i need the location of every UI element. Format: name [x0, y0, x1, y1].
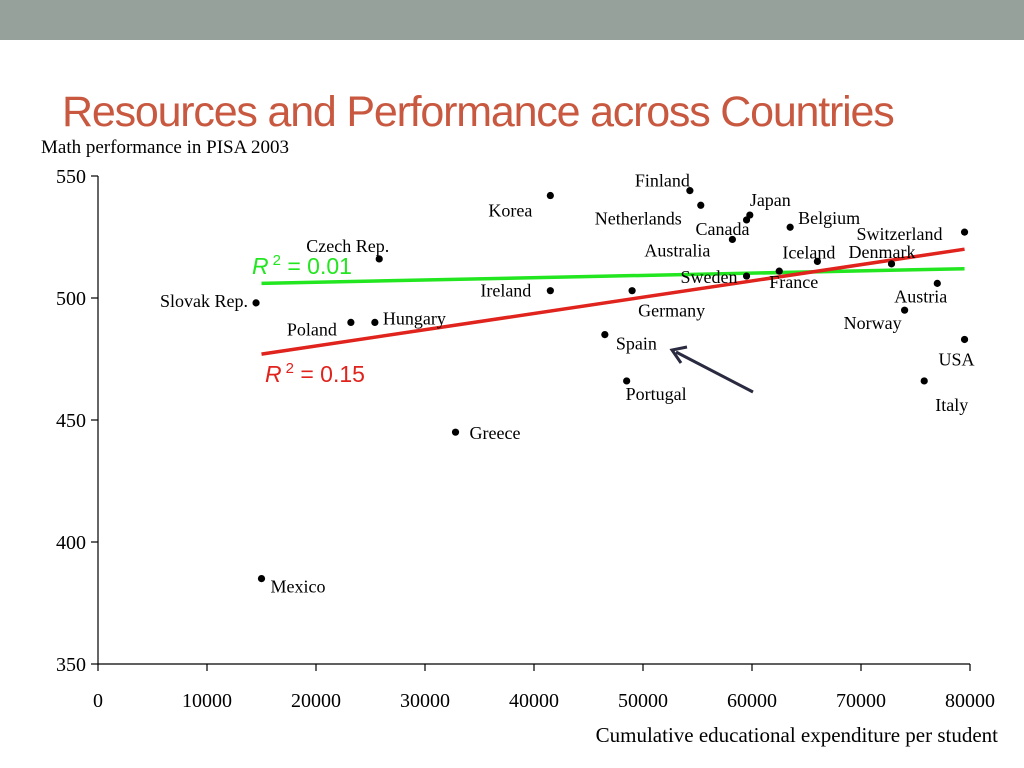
point-netherlands [697, 201, 705, 209]
point-label-sweden: Sweden [681, 267, 738, 287]
point-poland [347, 318, 355, 326]
point-label-finland: Finland [635, 171, 690, 191]
x-tick-label: 30000 [400, 690, 450, 712]
point-label-canada: Canada [696, 219, 750, 239]
y-tick-label: 350 [56, 654, 86, 676]
y-tick-label: 400 [56, 532, 86, 554]
point-label-korea: Korea [488, 201, 532, 221]
point-label-japan: Japan [750, 190, 791, 210]
point-australia [728, 235, 736, 244]
point-belgium [786, 223, 794, 231]
y-tick-label: 550 [56, 166, 86, 188]
point-label-hungary: Hungary [383, 308, 446, 328]
point-italy [920, 377, 928, 385]
point-finland [686, 187, 694, 195]
point-norway [901, 306, 909, 314]
point-label-france: France [769, 272, 818, 292]
point-label-belgium: Belgium [798, 208, 860, 228]
x-axis-title: Cumulative educational expenditure per s… [596, 723, 999, 747]
x-tick-label: 50000 [618, 690, 668, 712]
point-label-portugal: Portugal [626, 384, 687, 404]
y-axis-title: Math performance in PISA 2003 [41, 137, 289, 158]
spain-arrow [669, 345, 754, 394]
point-iceland [813, 257, 822, 265]
x-tick-label: 70000 [836, 690, 886, 712]
x-tick-label: 10000 [182, 690, 232, 712]
point-mexico [257, 575, 266, 583]
point-label-spain: Spain [616, 334, 657, 354]
point-label-italy: Italy [935, 395, 968, 415]
point-label-iceland: Iceland [782, 242, 835, 262]
point-label-germany: Germany [638, 301, 705, 321]
point-hungary [371, 318, 379, 326]
point-japan [746, 211, 754, 219]
point-slovak-rep [252, 299, 260, 307]
point-label-australia: Australia [644, 240, 710, 260]
point-label-mexico: Mexico [271, 577, 326, 597]
point-czech-rep [375, 255, 383, 263]
point-switzerland [960, 228, 969, 236]
point-denmark [887, 260, 896, 268]
point-label-norway: Norway [844, 313, 902, 333]
point-austria [933, 279, 941, 287]
fit-line-r2-001 [261, 266, 965, 286]
point-spain [601, 331, 609, 339]
x-ticks: 0 10000 20000 30000 40000 50000 60000 70000 8000… [93, 664, 995, 712]
top-banner [0, 0, 1024, 40]
x-tick-label: 80000 [945, 690, 995, 712]
point-label-switzerland: Switzerland [857, 224, 943, 244]
y-tick-label: 500 [56, 288, 86, 310]
point-greece [451, 428, 460, 436]
point-label-usa: USA [939, 349, 975, 369]
point-germany [628, 287, 636, 295]
point-label-poland: Poland [287, 319, 337, 339]
point-sweden [742, 272, 751, 280]
data-points: Mexico Slovak Rep. Czech Rep. Poland Hungary… [160, 171, 975, 597]
point-portugal [623, 377, 631, 385]
x-tick-label: 20000 [291, 690, 341, 712]
point-label-slovak-rep: Slovak Rep. [160, 291, 248, 311]
point-label-netherlands: Netherlands [595, 208, 682, 228]
point-label-ireland: Ireland [480, 281, 531, 301]
slide-title: Resources and Performance across Countri… [62, 88, 895, 136]
point-label-czech-rep: Czech Rep. [306, 236, 389, 256]
point-france [775, 267, 783, 275]
fit-line-r2-015 [261, 247, 965, 356]
y-ticks: 350 400 450 500 550 [56, 166, 98, 676]
point-korea [546, 191, 554, 200]
point-ireland [546, 287, 554, 295]
point-label-greece: Greece [470, 423, 521, 443]
y-tick-label: 450 [56, 410, 86, 432]
x-tick-label: 60000 [727, 690, 777, 712]
point-label-austria: Austria [894, 286, 947, 306]
point-usa [960, 335, 969, 344]
x-tick-label: 0 [93, 690, 103, 712]
x-tick-label: 40000 [509, 690, 559, 712]
point-label-denmark: Denmark [849, 242, 916, 262]
